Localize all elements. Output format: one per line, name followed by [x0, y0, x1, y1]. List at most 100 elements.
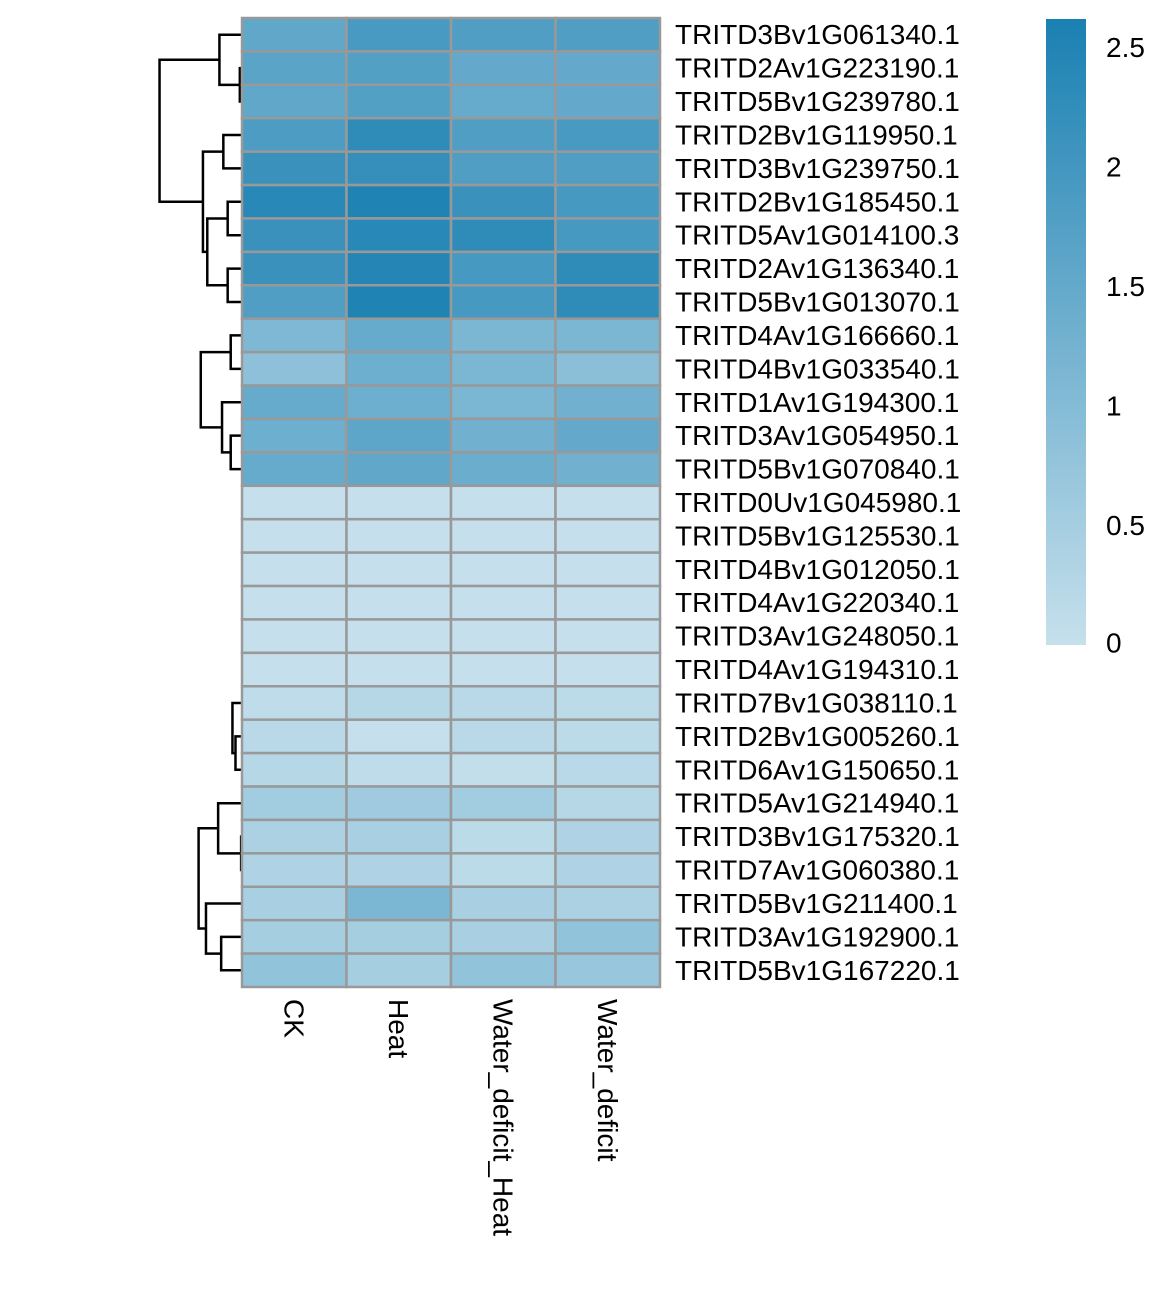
- heatmap-cell: [554, 818, 662, 855]
- dendrogram-branch: [229, 334, 242, 371]
- heatmap-cell: [449, 718, 557, 755]
- row-label: TRITD3Av1G054950.1: [675, 420, 959, 451]
- heatmap-cell: [240, 116, 348, 153]
- heatmap-cell: [449, 451, 557, 488]
- heatmap-cell: [240, 785, 348, 822]
- dendrogram-branch: [229, 434, 242, 471]
- heatmap-cell: [345, 183, 453, 220]
- heatmap-cell: [240, 751, 348, 788]
- row-labels: TRITD3Bv1G061340.1TRITD2Av1G223190.1TRIT…: [675, 19, 961, 986]
- heatmap-cell: [554, 484, 662, 521]
- row-label: TRITD5Bv1G167220.1: [675, 955, 960, 986]
- heatmap-cell: [554, 317, 662, 354]
- heatmap-cell: [449, 217, 557, 254]
- heatmap-cell: [554, 250, 662, 287]
- heatmap-cell: [240, 718, 348, 755]
- heatmap-cell: [449, 250, 557, 287]
- heatmap-cell: [240, 150, 348, 187]
- legend-tick-label: 2.5: [1106, 32, 1145, 63]
- heatmap-cell: [554, 517, 662, 554]
- row-label: TRITD4Bv1G012050.1: [675, 554, 960, 585]
- heatmap-cell: [449, 651, 557, 688]
- heatmap-cell: [345, 350, 453, 387]
- heatmap-cell: [345, 785, 453, 822]
- heatmap-cell: [449, 417, 557, 454]
- dendrogram-branch: [226, 200, 242, 237]
- heatmap-cell: [449, 50, 557, 87]
- row-label: TRITD4Bv1G033540.1: [675, 353, 960, 384]
- heatmap-cell: [345, 618, 453, 655]
- row-label: TRITD6Av1G150650.1: [675, 754, 959, 785]
- color-legend-bar: [1046, 19, 1086, 645]
- heatmap-cell: [449, 918, 557, 955]
- heatmap-cell: [345, 150, 453, 187]
- heatmap-cell: [449, 551, 557, 588]
- row-label: TRITD3Bv1G061340.1: [675, 19, 960, 50]
- heatmap-cell: [449, 317, 557, 354]
- row-label: TRITD2Bv1G005260.1: [675, 721, 960, 752]
- heatmap-cell: [345, 818, 453, 855]
- heatmap-cell: [240, 551, 348, 588]
- heatmap-cell: [345, 250, 453, 287]
- heatmap-cell: [240, 16, 348, 53]
- heatmap-cell: [345, 551, 453, 588]
- heatmap-cell: [240, 417, 348, 454]
- heatmap-cell: [345, 451, 453, 488]
- row-label: TRITD3Av1G248050.1: [675, 621, 959, 652]
- row-label: TRITD5Av1G014100.3: [675, 220, 959, 251]
- heatmap-cell: [240, 918, 348, 955]
- dendrogram-branch: [220, 401, 242, 454]
- heatmap-cell: [449, 885, 557, 922]
- heatmap-cell: [345, 751, 453, 788]
- heatmap-cell: [554, 16, 662, 53]
- heatmap-cell: [345, 852, 453, 889]
- heatmap-cell: [449, 384, 557, 421]
- heatmap-cell: [345, 718, 453, 755]
- heatmap-cell: [554, 451, 662, 488]
- row-label: TRITD3Bv1G175320.1: [675, 821, 960, 852]
- heatmap-cell: [240, 350, 348, 387]
- heatmap-cell: [240, 50, 348, 87]
- heatmap-cell: [345, 517, 453, 554]
- heatmap-cell: [345, 952, 453, 989]
- row-label: TRITD7Av1G060380.1: [675, 855, 959, 886]
- legend-tick-label: 2: [1106, 152, 1122, 183]
- heatmap-cell: [554, 384, 662, 421]
- row-label: TRITD5Bv1G125530.1: [675, 520, 960, 551]
- row-label: TRITD3Bv1G239750.1: [675, 153, 960, 184]
- heatmap-cell: [449, 952, 557, 989]
- row-label: TRITD5Bv1G211400.1: [675, 888, 958, 919]
- dendrogram-branch: [199, 350, 231, 429]
- row-label: TRITD2Bv1G119950.1: [675, 119, 958, 150]
- row-label: TRITD4Av1G220340.1: [675, 587, 959, 618]
- heatmap-cell: [345, 317, 453, 354]
- heatmap-cell: [240, 451, 348, 488]
- row-label: TRITD2Bv1G185450.1: [675, 186, 960, 217]
- heatmap-cell: [554, 651, 662, 688]
- heatmap-cell: [240, 317, 348, 354]
- heatmap-cell: [554, 50, 662, 87]
- row-label: TRITD0Uv1G045980.1: [675, 487, 961, 518]
- heatmap-cell: [345, 116, 453, 153]
- heatmap-cell: [345, 217, 453, 254]
- heatmap-cell: [554, 584, 662, 621]
- heatmap-cell: [554, 551, 662, 588]
- heatmap-cell: [449, 584, 557, 621]
- heatmap-cell: [240, 852, 348, 889]
- heatmap-cell: [240, 183, 348, 220]
- heatmap-cell: [240, 818, 348, 855]
- column-label: Water_deficit_Heat: [487, 999, 518, 1236]
- heatmap-cell: [554, 618, 662, 655]
- column-label: Water_deficit: [592, 999, 623, 1162]
- heatmap-cell: [554, 417, 662, 454]
- heatmap-cell: [240, 250, 348, 287]
- heatmap-cell: [240, 952, 348, 989]
- heatmap-cell: [345, 83, 453, 120]
- heatmap-cell: [554, 685, 662, 721]
- heatmap-cell: [449, 116, 557, 153]
- column-label: CK: [278, 999, 309, 1038]
- heatmap-cell: [240, 284, 348, 320]
- heatmap-cell: [240, 618, 348, 655]
- color-legend: 0 0.5 1 1.5 2 2.5: [1046, 19, 1145, 659]
- heatmap-cell: [449, 350, 557, 387]
